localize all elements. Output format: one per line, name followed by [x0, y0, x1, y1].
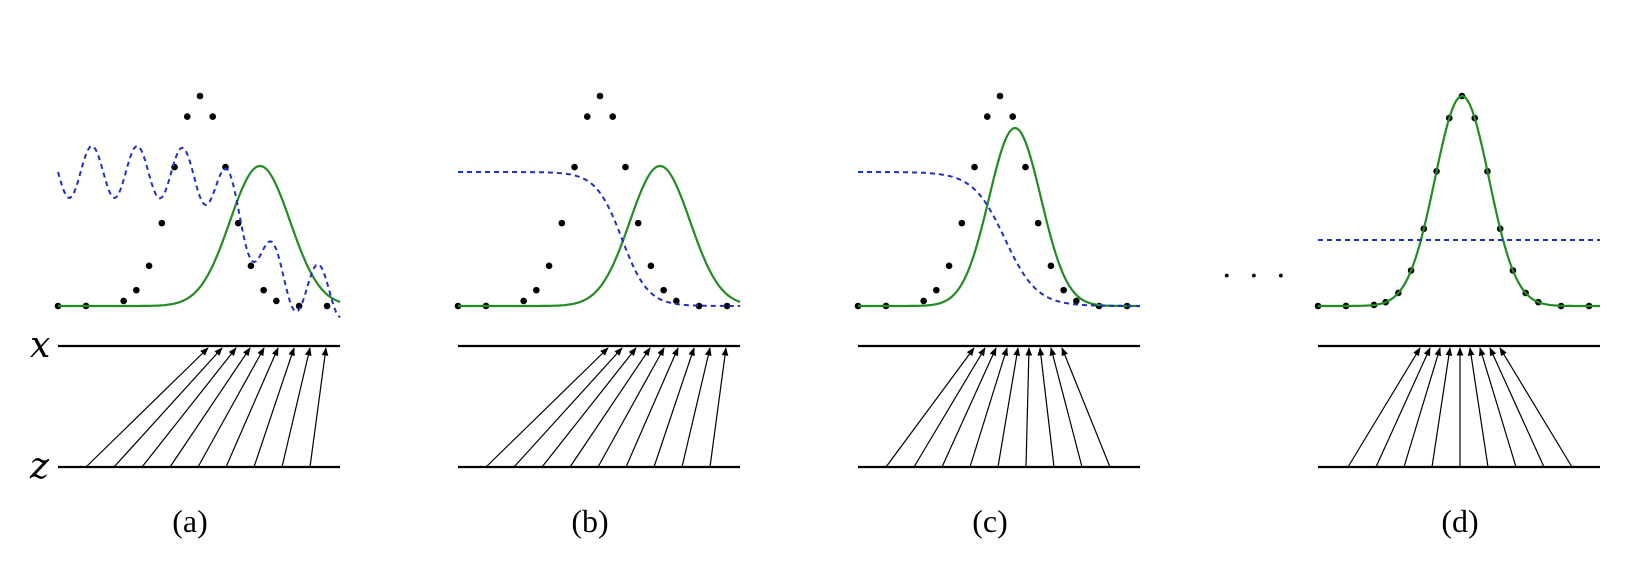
mapping-arrow — [597, 347, 665, 468]
data-distribution-dot — [596, 92, 604, 100]
data-distribution-dot — [583, 113, 591, 120]
mapping-arrow — [1037, 347, 1055, 468]
panel-d — [1314, 92, 1600, 469]
data-distribution-dot — [1022, 163, 1029, 171]
data-distribution-dot — [145, 262, 153, 270]
data-distribution-dot — [1009, 113, 1017, 120]
mapping-arrow — [225, 347, 279, 468]
data-distribution-dot — [247, 262, 255, 270]
data-distribution-dot — [1073, 297, 1080, 305]
data-distribution-dot — [571, 163, 578, 171]
data-distribution-dot — [1060, 286, 1067, 294]
data-distribution-dot — [171, 163, 178, 171]
data-distribution-dot — [196, 92, 204, 100]
mapping-arrow — [1489, 347, 1545, 468]
mapping-arrow — [1347, 347, 1421, 468]
data-distribution-dot — [120, 297, 127, 305]
data-distribution-dot — [634, 219, 642, 227]
mapping-arrow — [1499, 347, 1573, 468]
mapping-arrow — [541, 347, 637, 468]
mapping-arrow — [281, 347, 312, 468]
mapping-arrow — [1025, 347, 1033, 468]
mapping-arrow — [681, 347, 712, 468]
data-distribution-dot — [1034, 219, 1042, 227]
data-distribution-dot — [545, 262, 553, 270]
data-distribution-dot — [260, 286, 267, 294]
data-distribution-dot — [622, 163, 629, 171]
panel-label-c: (c) — [972, 503, 1008, 539]
data-distribution-dot — [609, 113, 617, 120]
data-distribution-dot — [533, 286, 540, 294]
panel-c — [854, 92, 1140, 469]
data-distribution-dot — [723, 302, 731, 310]
generative-distribution-curve — [858, 127, 1140, 308]
mapping-arrow — [197, 347, 265, 468]
mapping-arrow — [485, 347, 609, 468]
discriminative-distribution-curve — [458, 171, 740, 307]
mapping-arrow — [969, 347, 1008, 468]
mapping-arrow — [569, 347, 651, 468]
data-distribution-dot — [183, 113, 191, 120]
data-distribution-dot — [209, 113, 217, 120]
mapping-arrow — [653, 347, 695, 468]
data-distribution-dot — [558, 219, 566, 227]
data-distribution-dot — [520, 297, 527, 305]
mapping-arrow — [1467, 347, 1489, 468]
discriminative-distribution-curve — [858, 171, 1140, 307]
mapping-arrow — [997, 347, 1021, 468]
mapping-arrow — [1403, 347, 1442, 468]
generative-distribution-curve — [1318, 94, 1600, 308]
mapping-arrow — [885, 347, 975, 468]
mapping-arrow — [1431, 347, 1453, 468]
data-distribution-dot — [996, 92, 1004, 100]
data-distribution-dot — [660, 286, 667, 294]
data-distribution-dot — [323, 302, 331, 310]
panel-label-a: (a) — [172, 503, 208, 539]
data-distribution-dot — [133, 286, 140, 294]
panel-label-b: (b) — [571, 503, 608, 539]
data-distribution-dot — [647, 262, 655, 270]
data-distribution-dot — [1047, 262, 1055, 270]
data-distribution-dot — [933, 286, 940, 294]
z-axis-letter: z — [29, 446, 50, 487]
data-distribution-dot — [971, 163, 978, 171]
panel-b — [454, 92, 741, 469]
mapping-arrow — [941, 347, 997, 468]
mapping-arrow — [513, 347, 623, 468]
mapping-arrow — [169, 347, 251, 468]
mapping-arrow — [913, 347, 986, 468]
data-distribution-dot — [958, 219, 966, 227]
data-distribution-dot — [695, 302, 703, 310]
data-distribution-dot — [673, 297, 680, 305]
data-distribution-dot — [983, 113, 991, 120]
generative-distribution-curve — [58, 164, 341, 308]
discriminative-distribution-curve — [57, 144, 341, 319]
mapping-arrow — [113, 347, 223, 468]
mapping-arrow — [709, 347, 729, 468]
data-distribution-dot — [158, 219, 166, 227]
panel-a — [54, 92, 341, 469]
panel-label-d: (d) — [1441, 503, 1478, 539]
mapping-arrow — [85, 347, 209, 468]
data-distribution-dot — [945, 262, 953, 270]
mapping-arrow — [141, 347, 237, 468]
ellipsis-text: · · · — [1222, 259, 1290, 294]
data-distribution-dot — [920, 297, 927, 305]
x-axis-letter: x — [30, 325, 50, 366]
mapping-arrow — [309, 347, 329, 468]
generative-distribution-curve — [458, 164, 741, 308]
mapping-arrow — [1478, 347, 1517, 468]
data-distribution-dot — [273, 297, 280, 305]
mapping-arrow — [1061, 347, 1111, 468]
mapping-arrow — [253, 347, 295, 468]
mapping-arrow — [625, 347, 679, 468]
mapping-arrow — [1049, 347, 1083, 468]
mapping-arrow — [1375, 347, 1431, 468]
